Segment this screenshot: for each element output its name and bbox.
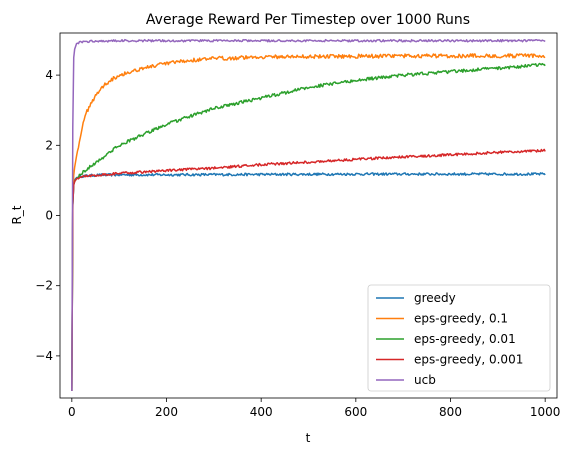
series-line-5 [71,38,546,391]
x-tick-label: 200 [155,405,178,419]
y-tick-label: 0 [45,209,53,223]
legend-label: greedy [414,291,456,305]
x-tick-label: 400 [250,405,273,419]
legend: greedy eps-greedy, 0.1 eps-greedy, 0.01 eps… [367,284,551,392]
series-line-4 [71,148,546,391]
legend-label: eps-greedy, 0.01 [414,332,516,346]
legend-label: ucb [414,373,436,387]
y-tick-label: 4 [45,68,53,82]
legend-label: eps-greedy, 0.1 [414,312,508,326]
legend-frame [367,284,551,392]
x-axis-title: t [306,431,311,445]
y-tick-label: 2 [45,138,53,152]
series-layer [71,38,546,391]
x-axis: 0 200 400 600 800 1000 [68,398,560,419]
y-axis-title: R_t [10,205,24,224]
y-tick-label: −4 [35,349,53,363]
series-line-1 [71,172,546,391]
series-line-2 [71,53,546,391]
series-line-3 [71,62,546,391]
x-tick-label: 800 [439,405,462,419]
chart-title: Average Reward Per Timestep over 1000 Ru… [146,12,470,28]
y-axis: −4 −2 0 2 4 [35,68,60,363]
legend-label: eps-greedy, 0.001 [414,353,523,367]
x-tick-label: 1000 [530,405,561,419]
x-tick-label: 0 [68,405,76,419]
x-tick-label: 600 [344,405,367,419]
y-tick-label: −2 [35,279,53,293]
